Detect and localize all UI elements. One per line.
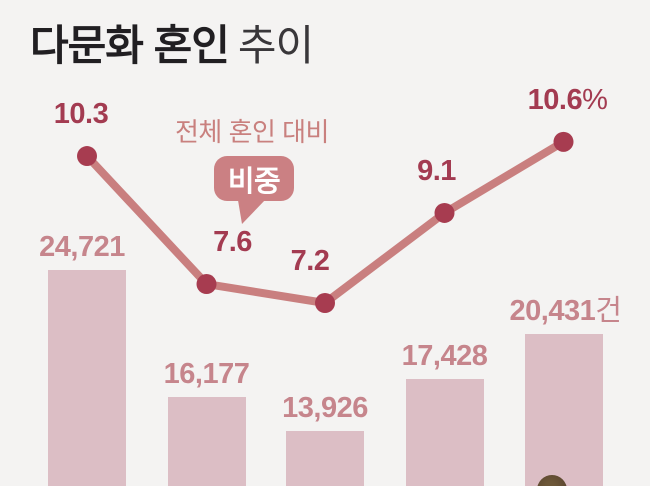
share-value-text: 9.1 bbox=[417, 154, 456, 187]
share-value-label-3: 9.1 bbox=[417, 154, 456, 187]
bar-value-label-0: 24,721 bbox=[39, 230, 125, 263]
bar-value-text: 17,428 bbox=[401, 339, 488, 372]
share-value-label-1: 7.6 bbox=[213, 228, 252, 257]
share-value-text: 7.6 bbox=[213, 226, 252, 259]
bar-value-text: 16,177 bbox=[163, 358, 250, 391]
title-main: 다문화 혼인 bbox=[30, 22, 230, 69]
share-value-label-2: 7.2 bbox=[291, 247, 330, 276]
share-value-text: 10.3 bbox=[53, 98, 109, 131]
share-trend-line bbox=[84, 138, 566, 308]
share-value-text: 10.6 bbox=[527, 83, 583, 116]
percent-suffix: % bbox=[582, 83, 608, 116]
bar-value-text: 13,926 bbox=[282, 391, 368, 424]
share-value-label-4: 10.6% bbox=[527, 83, 608, 116]
share-value-label-0: 10.3 bbox=[53, 98, 109, 131]
bar-value-label-4: 20,431건 bbox=[509, 294, 622, 327]
bar-unit-suffix: 건 bbox=[595, 294, 622, 327]
bar-value-label-2: 13,926 bbox=[282, 391, 368, 424]
page-title: 다문화 혼인 추이 bbox=[30, 22, 314, 69]
share-bubble-label: 비중 bbox=[227, 165, 281, 198]
data-point-4 bbox=[553, 131, 574, 152]
bar-value-label-1: 16,177 bbox=[164, 360, 250, 389]
bar-3 bbox=[405, 378, 484, 486]
title-sub: 추이 bbox=[237, 22, 314, 69]
line-series-caption: 전체 혼인 대비 bbox=[175, 117, 329, 147]
data-point-1 bbox=[196, 274, 217, 295]
bar-value-text: 24,721 bbox=[39, 230, 125, 263]
bar-0 bbox=[48, 269, 126, 486]
bar-2 bbox=[286, 430, 364, 486]
bar-value-label-3: 17,428 bbox=[401, 339, 488, 372]
share-value-text: 7.2 bbox=[290, 245, 330, 277]
bar-value-text: 20,431 bbox=[509, 294, 596, 327]
data-point-2 bbox=[315, 293, 335, 313]
person-head-illustration bbox=[537, 475, 567, 486]
data-point-0 bbox=[77, 146, 97, 167]
data-point-3 bbox=[434, 202, 455, 223]
bar-4 bbox=[524, 333, 603, 486]
bar-1 bbox=[167, 397, 246, 486]
